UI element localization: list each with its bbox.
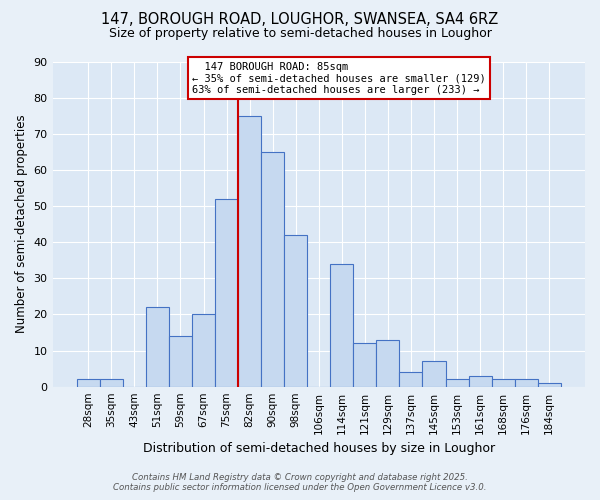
Bar [330, 264, 353, 386]
Bar [376, 340, 400, 386]
Bar [192, 314, 215, 386]
Bar [515, 380, 538, 386]
X-axis label: Distribution of semi-detached houses by size in Loughor: Distribution of semi-detached houses by … [143, 442, 495, 455]
Bar [284, 235, 307, 386]
Bar [538, 383, 561, 386]
Bar [491, 380, 515, 386]
Bar [261, 152, 284, 386]
Bar [422, 362, 446, 386]
Bar [169, 336, 192, 386]
Y-axis label: Number of semi-detached properties: Number of semi-detached properties [15, 115, 28, 334]
Bar [446, 380, 469, 386]
Bar [100, 380, 123, 386]
Bar [238, 116, 261, 386]
Bar [146, 307, 169, 386]
Text: 147, BOROUGH ROAD, LOUGHOR, SWANSEA, SA4 6RZ: 147, BOROUGH ROAD, LOUGHOR, SWANSEA, SA4… [101, 12, 499, 28]
Bar [469, 376, 491, 386]
Text: Contains HM Land Registry data © Crown copyright and database right 2025.
Contai: Contains HM Land Registry data © Crown c… [113, 473, 487, 492]
Bar [400, 372, 422, 386]
Bar [215, 199, 238, 386]
Bar [353, 344, 376, 386]
Bar [77, 380, 100, 386]
Text: 147 BOROUGH ROAD: 85sqm  
← 35% of semi-detached houses are smaller (129)
63% of: 147 BOROUGH ROAD: 85sqm ← 35% of semi-de… [192, 62, 486, 94]
Text: Size of property relative to semi-detached houses in Loughor: Size of property relative to semi-detach… [109, 28, 491, 40]
